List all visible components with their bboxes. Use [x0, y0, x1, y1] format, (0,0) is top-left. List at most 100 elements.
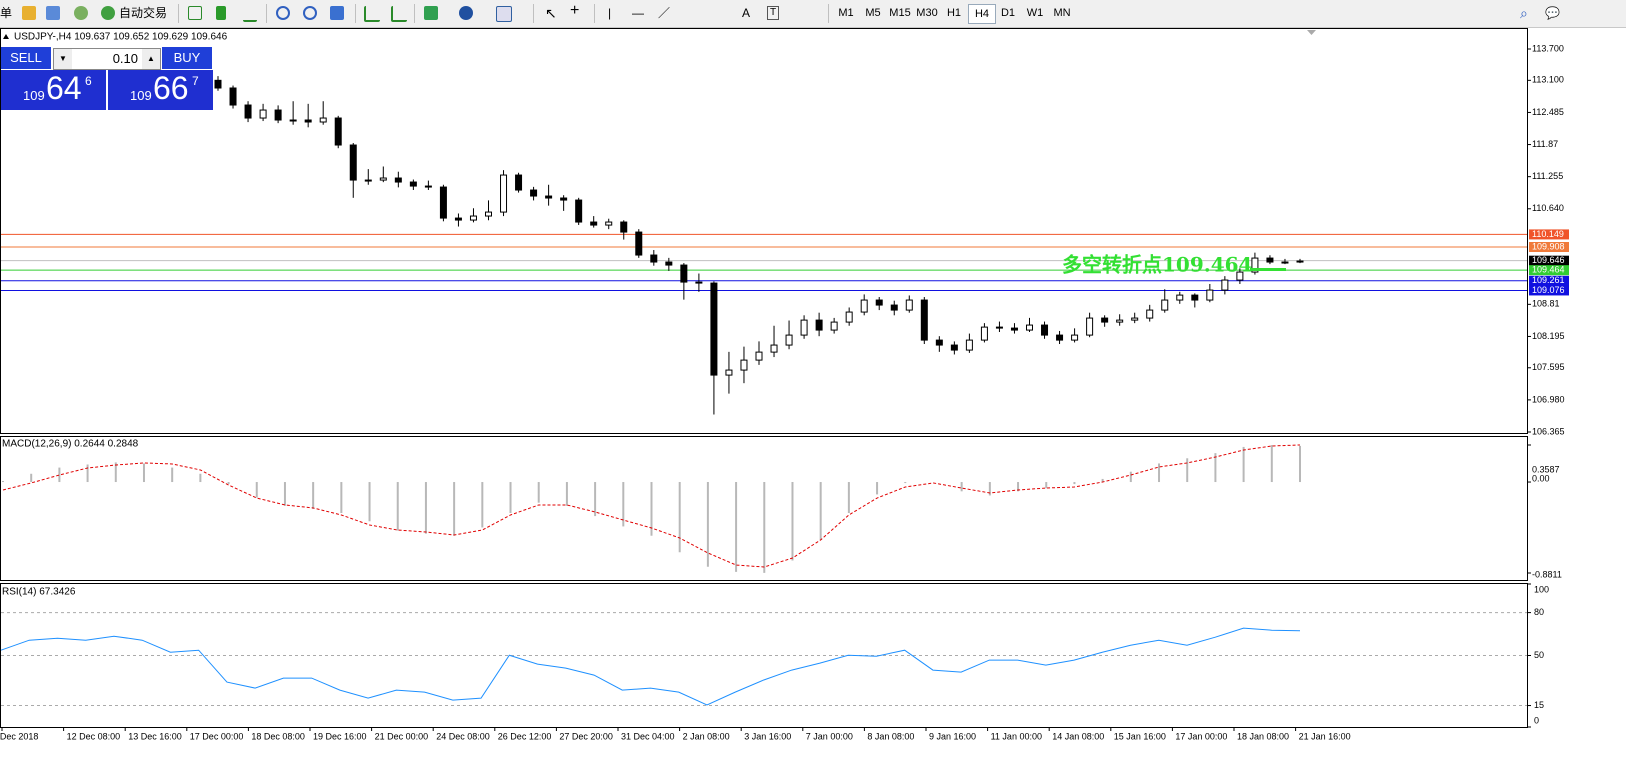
timeframe-button[interactable]: M1: [838, 7, 854, 19]
x-tick-label: 8 Jan 08:00: [867, 731, 914, 741]
timeframe-button[interactable]: MN: [1053, 7, 1071, 19]
icon[interactable]: [424, 6, 438, 20]
candle-body: [515, 174, 523, 191]
x-tick-label: 17 Jan 00:00: [1175, 731, 1227, 741]
icon[interactable]: [188, 6, 202, 20]
buy-button[interactable]: BUY: [162, 47, 212, 69]
label-tool[interactable]: T: [767, 6, 780, 20]
lot-up[interactable]: ▲: [142, 49, 160, 69]
candle-body: [575, 199, 583, 223]
icon[interactable]: [391, 6, 407, 22]
timeframe-button[interactable]: H4: [968, 4, 996, 24]
lot-value[interactable]: 0.10: [112, 51, 138, 66]
candle-body: [650, 254, 658, 263]
candle-body: [530, 189, 538, 197]
annotation: 多空转折点109.464: [1062, 253, 1253, 277]
candle-body: [485, 211, 492, 217]
hline-tool[interactable]: —: [632, 6, 644, 20]
candle-body: [289, 119, 297, 122]
y-tick-label: 113.700: [1532, 43, 1564, 53]
x-tick-label: 17 Dec 00:00: [190, 731, 244, 741]
x-tick-label: 11 Jan 00:00: [991, 731, 1042, 741]
cursor-tool[interactable]: ↖: [545, 5, 557, 21]
sell-button[interactable]: SELL: [1, 47, 51, 69]
text-tool[interactable]: A: [742, 6, 751, 20]
candle-body: [1206, 289, 1214, 301]
timeframe-button[interactable]: M30: [916, 7, 938, 19]
chat[interactable]: 💬: [1545, 6, 1560, 20]
orders-button[interactable]: 单: [0, 6, 13, 20]
candle-body: [1116, 319, 1124, 323]
candle-body: [500, 174, 508, 213]
main-panel: [0, 28, 1528, 434]
candle-body: [394, 177, 402, 183]
lot-down[interactable]: ▼: [54, 49, 72, 69]
x-tick-label: 24 Dec 08:00: [436, 731, 490, 741]
icon[interactable]: [74, 6, 88, 20]
icon[interactable]: [22, 6, 36, 20]
y-tick-label: 111.87: [1532, 139, 1558, 149]
macd-title: MACD(12,26,9) 0.2644 0.2848: [2, 439, 139, 450]
autotrade-button[interactable]: 自动交易: [119, 6, 168, 20]
icon[interactable]: [496, 6, 512, 22]
candle-body: [905, 299, 913, 311]
chart: USDJPY-,H4 109.637 109.652 109.629 109.6…: [0, 28, 1569, 741]
candle-body: [710, 282, 718, 376]
candle-body: [755, 351, 763, 361]
candle-body: [860, 299, 868, 313]
x-tick-label: 27 Dec 20:00: [559, 731, 613, 741]
icon[interactable]: [459, 6, 473, 20]
candle-body: [1221, 279, 1229, 291]
icon[interactable]: [216, 6, 226, 20]
y-tick-label: 113.100: [1532, 75, 1564, 85]
timeframe-button[interactable]: M15: [889, 7, 911, 19]
candle-body: [725, 369, 733, 376]
candle-body: [304, 119, 312, 123]
y-tick-label: 107.595: [1532, 362, 1565, 372]
timeframe-button[interactable]: D1: [1000, 7, 1016, 19]
candle-body: [1236, 271, 1244, 281]
icon[interactable]: [101, 6, 115, 20]
icon[interactable]: [364, 6, 380, 22]
candle-body: [454, 217, 462, 221]
candle-body: [665, 261, 673, 266]
y-tick-label: 0.00: [1532, 473, 1550, 483]
icon[interactable]: [276, 6, 290, 20]
x-tick-label: 18 Jan 08:00: [1237, 731, 1289, 741]
y-tick-label: 106.980: [1532, 394, 1565, 404]
icon[interactable]: [243, 6, 257, 22]
timeframe-button[interactable]: H1: [946, 7, 962, 19]
x-tick-label: 2 Jan 08:00: [683, 731, 730, 741]
icon[interactable]: [330, 6, 344, 20]
price-big: 109: [130, 88, 152, 103]
candle-body: [1191, 294, 1199, 301]
trend-tool[interactable]: ／: [658, 6, 671, 20]
candle-body: [424, 185, 432, 188]
rsi-line: [0, 627, 1301, 706]
candle-body: [259, 109, 267, 119]
y-tick-label: 50: [1534, 650, 1544, 660]
annotation-mark: [1250, 268, 1286, 271]
buy-price[interactable]: 109 66 7: [108, 70, 213, 110]
crosshair-tool[interactable]: +: [570, 2, 580, 19]
separator: [828, 4, 829, 23]
candle-body: [1281, 261, 1289, 264]
y-tick-label: 100: [1534, 584, 1549, 594]
timeframe-button[interactable]: M5: [865, 7, 881, 19]
x-tick-label: 15 Jan 16:00: [1114, 731, 1166, 741]
timeframe-button[interactable]: W1: [1026, 7, 1044, 19]
candle-body: [1026, 324, 1033, 331]
x-tick-label: 7 Jan 00:00: [806, 731, 853, 741]
sell-price[interactable]: 109 64 6: [1, 70, 106, 110]
vline-tool[interactable]: |: [608, 6, 612, 20]
y-tick-label: 0.3587: [1532, 464, 1560, 474]
search[interactable]: ⌕: [1520, 5, 1528, 21]
icon[interactable]: [303, 6, 317, 20]
candle-body: [785, 334, 793, 346]
price-label-bg: [1529, 229, 1569, 240]
candle-body: [439, 186, 447, 219]
candle-body: [800, 319, 808, 336]
icon[interactable]: [46, 6, 60, 20]
candle-body: [950, 344, 958, 351]
macd-signal: [2, 444, 1301, 568]
